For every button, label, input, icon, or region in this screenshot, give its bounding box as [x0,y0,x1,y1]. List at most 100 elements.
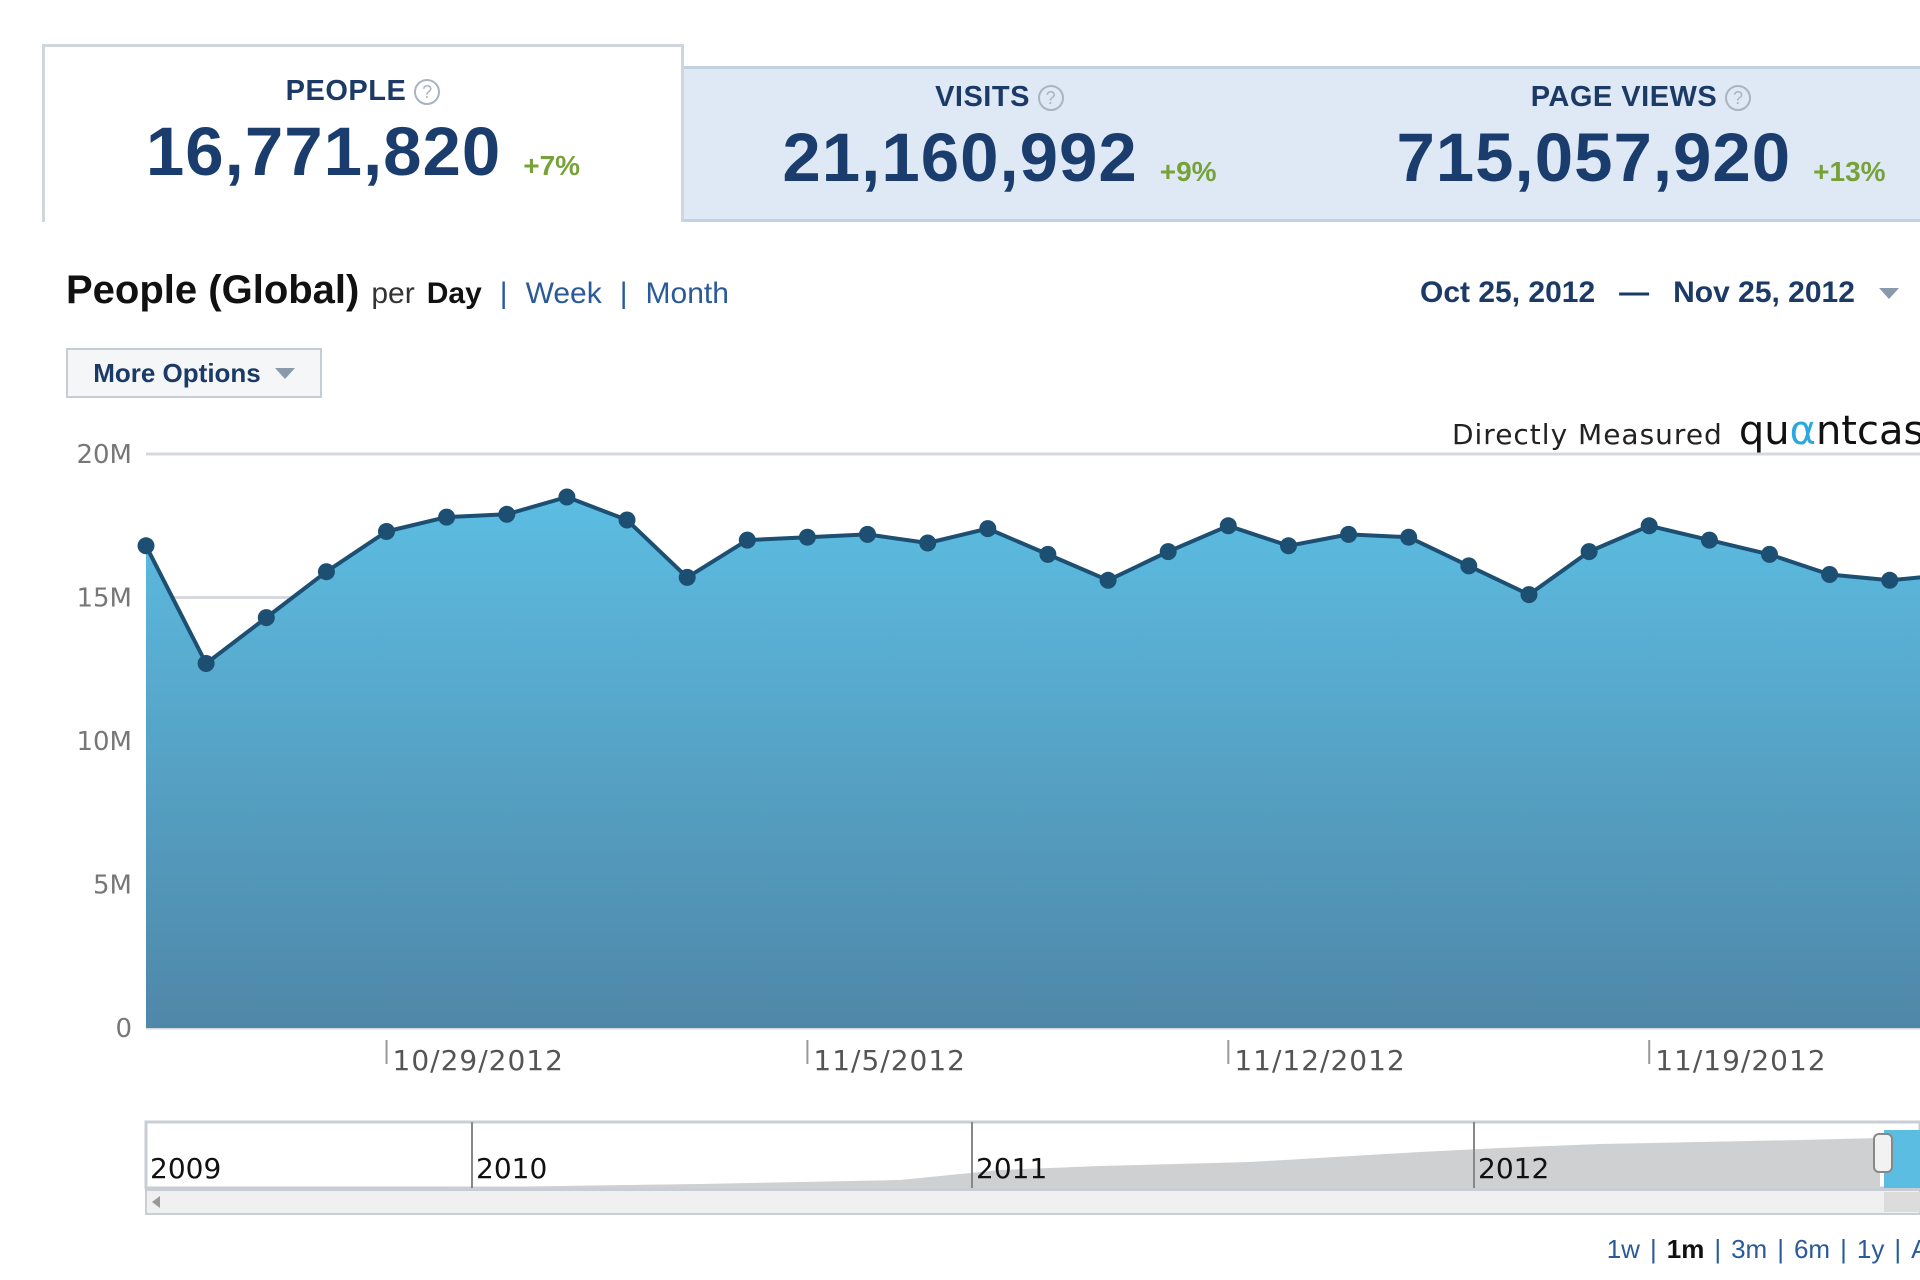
help-icon[interactable]: ? [1037,84,1064,111]
chart-line [144,495,1920,666]
data-point[interactable] [1761,545,1778,563]
tab-visits-label: VISITS [935,81,1030,113]
range-all[interactable]: All [1911,1234,1920,1264]
area-fill [146,497,1920,1028]
period-week[interactable]: Week [525,277,602,310]
data-point[interactable] [678,568,696,586]
navigator-years: 2009 2010 2011 2012 [150,1122,1549,1188]
data-point[interactable] [1640,517,1658,535]
people-value: 16,771,820 [145,113,502,190]
scrollbar-thumb[interactable] [1884,1192,1920,1212]
data-point[interactable] [1219,517,1237,535]
tab-people-label-row: PEOPLE ? [286,75,441,108]
navigator-year-label: 2012 [1478,1152,1549,1185]
data-point[interactable] [738,531,756,549]
logo-post: ntcast [1815,408,1920,454]
tab-page-views-label: PAGE VIEWS [1530,81,1718,113]
quantcast-logo[interactable]: quαntcast [1739,408,1920,454]
data-point[interactable] [1881,571,1899,589]
data-point[interactable] [979,520,997,538]
data-point[interactable] [558,488,576,506]
data-point[interactable] [1039,545,1057,563]
data-point[interactable] [859,525,876,543]
period-day[interactable]: Day [426,277,482,310]
data-point[interactable] [1400,528,1418,546]
date-from[interactable]: Oct 25, 2012 [1420,276,1596,309]
range-selector: 1w | 1m | 3m | 6m | 1y | All [1607,1234,1920,1265]
tab-visits-label-row: VISITS ? [935,81,1064,114]
metric-tabs: PEOPLE ? 16,771,820 +7% VISITS ? 21,160,… [40,42,1920,222]
series-line [144,495,1920,666]
divider: | [1777,1234,1784,1264]
chevron-down-icon[interactable] [1878,287,1899,299]
tab-people-value-row: 16,771,820 +7% [45,112,681,191]
people-change: +7% [523,150,581,181]
y-axis: 0 5M 10M 15M 20M [76,440,132,1044]
x-tick-label: 11/12/2012 [1234,1044,1405,1077]
measurement-badge: Directly Measured quαntcast [1452,408,1920,454]
data-point[interactable] [1520,586,1538,604]
x-tick-label: 10/29/2012 [393,1044,564,1077]
tab-people-label: PEOPLE [285,75,407,107]
help-icon[interactable]: ? [1725,84,1752,111]
tab-visits-value-row: 21,160,992 +9% [683,118,1316,197]
tab-people[interactable]: PEOPLE ? 16,771,820 +7% [42,44,684,222]
period-month[interactable]: Month [645,277,729,310]
navigator-scrollbar[interactable] [145,1189,1920,1215]
logo-pre: qu [1738,408,1790,454]
page-views-value: 715,057,920 [1396,119,1792,196]
data-point[interactable] [498,505,516,523]
chart-title: People (Global) [66,268,360,312]
divider: | [499,277,508,310]
navigator-year-label: 2010 [476,1152,547,1185]
tab-visits[interactable]: VISITS ? 21,160,992 +9% [683,66,1318,222]
timeline-navigator[interactable]: 2009 2010 2011 2012 [0,1118,1920,1228]
data-point[interactable] [919,534,937,552]
y-tick-label: 15M [76,584,132,614]
tab-page-views-label-row: PAGE VIEWS ? [1531,81,1752,114]
chart-points [137,488,1899,672]
data-point[interactable] [137,537,155,555]
y-tick-label: 0 [115,1014,132,1044]
navigator-year-label: 2009 [150,1152,221,1185]
date-to[interactable]: Nov 25, 2012 [1673,276,1855,309]
measured-label: Directly Measured [1451,418,1723,451]
tab-page-views[interactable]: PAGE VIEWS ? 715,057,920 +13% [1316,66,1920,222]
chart-area [146,497,1920,1028]
more-options-label: More Options [93,357,261,388]
data-point[interactable] [618,511,636,529]
navigator-handle[interactable] [1873,1133,1893,1173]
data-point[interactable] [1159,543,1177,561]
data-point[interactable] [1280,537,1297,555]
y-tick-label: 10M [76,727,132,757]
data-point[interactable] [1460,557,1478,575]
tab-page-views-value-row: 715,057,920 +13% [1316,118,1920,197]
data-point[interactable] [378,523,395,540]
navigator-year-label: 2011 [976,1152,1047,1185]
divider: | [1894,1234,1902,1264]
data-point[interactable] [798,528,816,546]
data-point[interactable] [1580,543,1598,561]
help-icon[interactable]: ? [414,78,441,105]
data-point[interactable] [1821,566,1839,583]
data-point[interactable] [1099,571,1117,589]
y-tick-label: 20M [76,440,132,470]
range-6m[interactable]: 6m [1793,1234,1831,1264]
divider: | [1840,1234,1847,1264]
data-point[interactable] [257,609,275,627]
data-point[interactable] [1700,531,1718,549]
scroll-left-icon[interactable] [152,1196,160,1208]
divider: | [619,277,628,310]
data-point[interactable] [197,655,215,672]
chart-title-row: People (Global) per Day | Week | Month [66,268,729,313]
range-1m[interactable]: 1m [1666,1234,1705,1264]
data-point[interactable] [1340,525,1358,543]
range-1y[interactable]: 1y [1856,1234,1885,1264]
logo-accent: α [1789,408,1816,454]
data-point[interactable] [438,508,456,526]
range-3m[interactable]: 3m [1731,1234,1768,1264]
date-range-picker[interactable]: Oct 25, 2012 — Nov 25, 2012 [1420,276,1899,310]
range-1w[interactable]: 1w [1606,1234,1640,1264]
data-point[interactable] [317,563,335,581]
more-options-button[interactable]: More Options [66,348,322,398]
